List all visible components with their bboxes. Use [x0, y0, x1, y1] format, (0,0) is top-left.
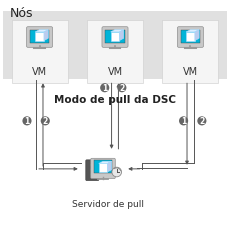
- FancyBboxPatch shape: [105, 30, 124, 44]
- Text: Modo de pull da DSC: Modo de pull da DSC: [54, 95, 175, 105]
- FancyBboxPatch shape: [180, 30, 199, 44]
- Polygon shape: [107, 162, 111, 172]
- Text: VM: VM: [182, 66, 197, 76]
- Polygon shape: [110, 33, 119, 41]
- Polygon shape: [185, 33, 194, 41]
- Text: 2: 2: [119, 84, 124, 93]
- FancyBboxPatch shape: [177, 27, 203, 48]
- FancyBboxPatch shape: [3, 12, 226, 79]
- Polygon shape: [35, 33, 44, 41]
- Circle shape: [112, 167, 121, 177]
- FancyBboxPatch shape: [87, 21, 142, 83]
- Circle shape: [196, 117, 206, 126]
- FancyBboxPatch shape: [101, 27, 128, 48]
- Text: VM: VM: [107, 66, 122, 76]
- Text: 2: 2: [42, 117, 48, 126]
- Text: 1: 1: [24, 117, 30, 126]
- Text: Servidor de pull: Servidor de pull: [72, 199, 144, 208]
- Circle shape: [100, 84, 109, 93]
- Circle shape: [41, 117, 50, 126]
- Polygon shape: [35, 30, 48, 33]
- Circle shape: [91, 174, 93, 176]
- FancyBboxPatch shape: [85, 160, 98, 181]
- Polygon shape: [185, 30, 198, 33]
- Polygon shape: [98, 162, 111, 164]
- Circle shape: [91, 169, 93, 171]
- FancyBboxPatch shape: [90, 159, 115, 179]
- Circle shape: [178, 117, 187, 126]
- FancyBboxPatch shape: [11, 21, 67, 83]
- Polygon shape: [119, 30, 123, 41]
- Circle shape: [117, 84, 126, 93]
- Polygon shape: [44, 30, 48, 41]
- Circle shape: [22, 117, 31, 126]
- Text: VM: VM: [32, 66, 47, 76]
- Polygon shape: [194, 30, 198, 41]
- Polygon shape: [110, 30, 123, 33]
- Text: 1: 1: [180, 117, 185, 126]
- Text: 1: 1: [102, 84, 107, 93]
- Circle shape: [91, 164, 93, 166]
- FancyBboxPatch shape: [162, 21, 218, 83]
- FancyBboxPatch shape: [30, 30, 49, 44]
- Text: Nós: Nós: [10, 7, 33, 20]
- FancyBboxPatch shape: [93, 161, 112, 174]
- Polygon shape: [98, 164, 107, 172]
- Text: 2: 2: [198, 117, 204, 126]
- FancyBboxPatch shape: [26, 27, 52, 48]
